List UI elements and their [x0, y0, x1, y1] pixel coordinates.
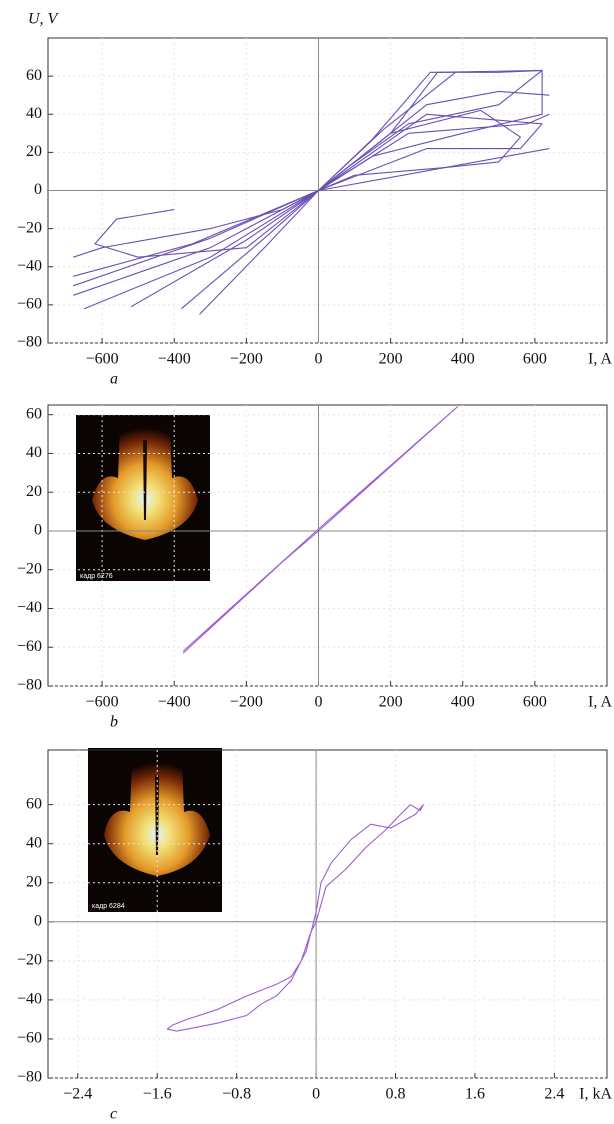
x-tick-label: 600 — [523, 351, 547, 368]
data-line — [83, 113, 543, 310]
x-tick-label: −1.6 — [143, 1086, 172, 1103]
data-line — [130, 69, 543, 308]
inset-label: кадр 6276 — [80, 573, 113, 580]
data-line — [73, 113, 550, 258]
y-tick-label: 60 — [26, 67, 42, 84]
data-line — [73, 148, 550, 277]
data-line — [182, 406, 458, 654]
x-tick-label: −0.8 — [222, 1086, 251, 1103]
x-tick-label: 400 — [451, 351, 475, 368]
x-tick-label: 0 — [314, 694, 322, 711]
x-tick-label: 0 — [312, 1086, 320, 1103]
panel-label: a — [110, 371, 118, 388]
y-axis-label: U, V — [28, 11, 60, 28]
y-tick-label: 40 — [26, 444, 42, 461]
data-line — [94, 190, 319, 258]
panel: −80 −60 −40 −20 0 20 40 60 −2.4 −1.6 −0.8 0 0.8 1.6 2.… — [17, 749, 612, 1123]
y-tick-label: 60 — [26, 795, 42, 812]
panel-label: c — [110, 1106, 117, 1119]
y-tick-label: −80 — [17, 334, 42, 351]
x-tick-label: −600 — [86, 694, 119, 711]
y-tick-label: −60 — [17, 1030, 42, 1047]
y-tick-label: 20 — [26, 143, 42, 160]
inset-photo — [76, 415, 210, 581]
y-tick-label: −80 — [17, 1069, 42, 1086]
x-axis-label: I, kA — [579, 1086, 612, 1103]
x-tick-label: −400 — [158, 694, 191, 711]
x-tick-label: 1.6 — [465, 1086, 485, 1103]
x-tick-label: 200 — [379, 351, 403, 368]
panel-label: b — [110, 714, 118, 731]
x-tick-label: −400 — [158, 351, 191, 368]
y-tick-label: 0 — [34, 522, 42, 539]
y-tick-label: −40 — [17, 257, 42, 274]
y-tick-label: −60 — [17, 638, 42, 655]
y-tick-label: 60 — [26, 405, 42, 422]
y-tick-label: 0 — [34, 181, 42, 198]
x-tick-label: 0.8 — [386, 1086, 406, 1103]
x-tick-label: 2.4 — [544, 1086, 564, 1103]
x-tick-label: −600 — [86, 351, 119, 368]
plot-frame — [47, 404, 608, 687]
y-tick-label: −80 — [17, 677, 42, 694]
x-axis-label: I, A — [588, 694, 612, 711]
y-tick-label: 20 — [26, 483, 42, 500]
data-line — [181, 69, 543, 310]
y-tick-label: 0 — [34, 912, 42, 929]
x-tick-label: 400 — [451, 694, 475, 711]
y-tick-label: −60 — [17, 296, 42, 313]
inset-photo — [88, 748, 222, 912]
x-tick-label: 200 — [379, 694, 403, 711]
x-tick-label: −2.4 — [63, 1086, 92, 1103]
x-tick-label: 0 — [314, 351, 322, 368]
y-tick-label: −20 — [17, 560, 42, 577]
y-tick-label: 40 — [26, 105, 42, 122]
plot-frame — [47, 749, 608, 1079]
y-tick-label: −40 — [17, 991, 42, 1008]
y-tick-label: 20 — [26, 873, 42, 890]
y-tick-label: −40 — [17, 599, 42, 616]
data-line — [166, 804, 424, 1032]
y-tick-label: 40 — [26, 834, 42, 851]
x-tick-label: −200 — [230, 351, 263, 368]
y-tick-label: −20 — [17, 219, 42, 236]
x-tick-label: 600 — [523, 694, 547, 711]
x-axis-label: I, A — [588, 351, 612, 368]
data-line — [73, 90, 550, 287]
x-tick-label: −200 — [230, 694, 263, 711]
inset-label: кадр 6284 — [92, 903, 125, 910]
y-tick-label: −20 — [17, 952, 42, 969]
data-line — [73, 109, 521, 296]
data-line — [199, 71, 456, 315]
